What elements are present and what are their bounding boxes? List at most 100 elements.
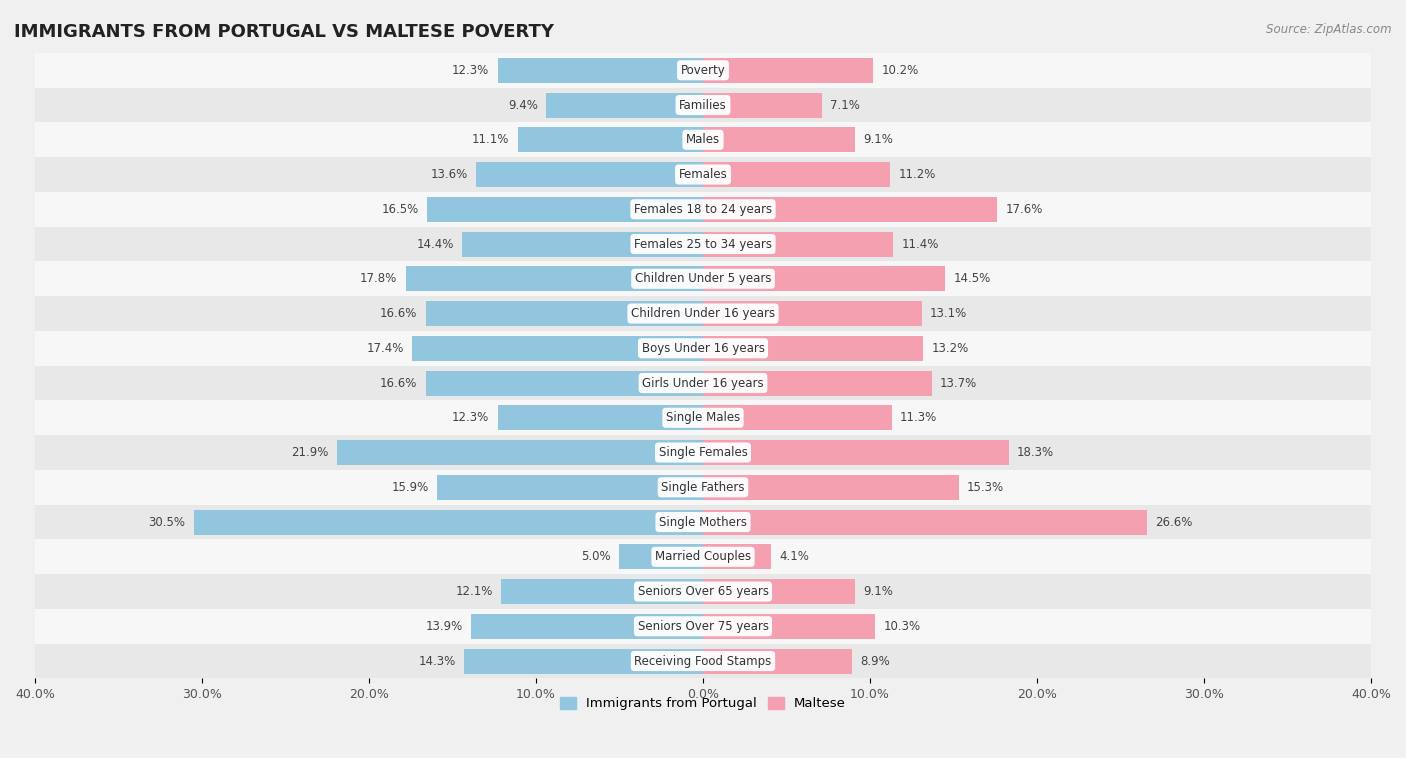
- Bar: [35, 88, 1371, 122]
- Bar: [406, 266, 703, 291]
- Text: 14.5%: 14.5%: [953, 272, 991, 285]
- Bar: [35, 122, 1371, 157]
- Bar: [471, 614, 703, 639]
- Text: Children Under 16 years: Children Under 16 years: [631, 307, 775, 320]
- Bar: [35, 609, 1371, 644]
- Text: 16.6%: 16.6%: [380, 307, 418, 320]
- Bar: [35, 331, 1371, 365]
- Bar: [475, 162, 703, 187]
- Text: 13.6%: 13.6%: [430, 168, 468, 181]
- Bar: [703, 127, 855, 152]
- Text: Single Males: Single Males: [666, 412, 740, 424]
- Text: 16.6%: 16.6%: [380, 377, 418, 390]
- Bar: [703, 336, 924, 361]
- Text: 15.3%: 15.3%: [967, 481, 1004, 493]
- Text: 17.4%: 17.4%: [367, 342, 404, 355]
- Bar: [437, 475, 703, 500]
- Bar: [35, 470, 1371, 505]
- Bar: [35, 644, 1371, 678]
- Text: Boys Under 16 years: Boys Under 16 years: [641, 342, 765, 355]
- Bar: [412, 336, 703, 361]
- Text: Source: ZipAtlas.com: Source: ZipAtlas.com: [1267, 23, 1392, 36]
- Bar: [703, 162, 890, 187]
- Bar: [498, 406, 703, 431]
- Bar: [703, 544, 772, 569]
- Text: 8.9%: 8.9%: [860, 655, 890, 668]
- Bar: [35, 296, 1371, 331]
- Bar: [463, 231, 703, 256]
- Bar: [703, 579, 855, 604]
- Text: 26.6%: 26.6%: [1156, 515, 1192, 528]
- Text: Males: Males: [686, 133, 720, 146]
- Bar: [35, 53, 1371, 88]
- Text: Poverty: Poverty: [681, 64, 725, 77]
- Bar: [35, 365, 1371, 400]
- Bar: [427, 197, 703, 222]
- Text: 12.3%: 12.3%: [451, 412, 489, 424]
- Bar: [703, 475, 959, 500]
- Text: IMMIGRANTS FROM PORTUGAL VS MALTESE POVERTY: IMMIGRANTS FROM PORTUGAL VS MALTESE POVE…: [14, 23, 554, 41]
- Legend: Immigrants from Portugal, Maltese: Immigrants from Portugal, Maltese: [555, 691, 851, 716]
- Text: Single Females: Single Females: [658, 446, 748, 459]
- Bar: [35, 505, 1371, 540]
- Text: 14.3%: 14.3%: [419, 655, 456, 668]
- Text: 21.9%: 21.9%: [291, 446, 329, 459]
- Text: 17.6%: 17.6%: [1005, 203, 1043, 216]
- Text: Children Under 5 years: Children Under 5 years: [634, 272, 772, 285]
- Text: Single Fathers: Single Fathers: [661, 481, 745, 493]
- Bar: [426, 371, 703, 396]
- Text: 9.1%: 9.1%: [863, 585, 893, 598]
- Text: 16.5%: 16.5%: [382, 203, 419, 216]
- Text: 10.2%: 10.2%: [882, 64, 920, 77]
- Text: 13.1%: 13.1%: [931, 307, 967, 320]
- Text: Receiving Food Stamps: Receiving Food Stamps: [634, 655, 772, 668]
- Text: Girls Under 16 years: Girls Under 16 years: [643, 377, 763, 390]
- Text: 11.3%: 11.3%: [900, 412, 938, 424]
- Bar: [35, 192, 1371, 227]
- Bar: [35, 157, 1371, 192]
- Text: 13.2%: 13.2%: [932, 342, 969, 355]
- Bar: [501, 579, 703, 604]
- Bar: [464, 649, 703, 674]
- Text: 9.4%: 9.4%: [508, 99, 537, 111]
- Text: 14.4%: 14.4%: [416, 237, 454, 251]
- Bar: [35, 574, 1371, 609]
- Bar: [337, 440, 703, 465]
- Bar: [703, 58, 873, 83]
- Bar: [703, 440, 1008, 465]
- Bar: [703, 614, 875, 639]
- Bar: [498, 58, 703, 83]
- Text: 9.1%: 9.1%: [863, 133, 893, 146]
- Text: 11.1%: 11.1%: [472, 133, 509, 146]
- Bar: [703, 649, 852, 674]
- Text: Seniors Over 75 years: Seniors Over 75 years: [637, 620, 769, 633]
- Text: Single Mothers: Single Mothers: [659, 515, 747, 528]
- Text: Females: Females: [679, 168, 727, 181]
- Text: 13.9%: 13.9%: [425, 620, 463, 633]
- Text: 18.3%: 18.3%: [1017, 446, 1054, 459]
- Text: Families: Families: [679, 99, 727, 111]
- Text: Seniors Over 65 years: Seniors Over 65 years: [637, 585, 769, 598]
- Text: Married Couples: Married Couples: [655, 550, 751, 563]
- Bar: [546, 92, 703, 117]
- Bar: [35, 540, 1371, 574]
- Bar: [703, 509, 1147, 534]
- Bar: [35, 262, 1371, 296]
- Bar: [35, 227, 1371, 262]
- Text: 13.7%: 13.7%: [941, 377, 977, 390]
- Text: 12.3%: 12.3%: [451, 64, 489, 77]
- Bar: [35, 435, 1371, 470]
- Bar: [620, 544, 703, 569]
- Text: 15.9%: 15.9%: [392, 481, 429, 493]
- Text: Females 25 to 34 years: Females 25 to 34 years: [634, 237, 772, 251]
- Text: 11.4%: 11.4%: [901, 237, 939, 251]
- Text: 4.1%: 4.1%: [780, 550, 810, 563]
- Bar: [194, 509, 703, 534]
- Text: 11.2%: 11.2%: [898, 168, 936, 181]
- Text: 5.0%: 5.0%: [582, 550, 612, 563]
- Text: 7.1%: 7.1%: [830, 99, 860, 111]
- Bar: [703, 301, 922, 326]
- Bar: [703, 231, 893, 256]
- Bar: [703, 92, 821, 117]
- Text: 30.5%: 30.5%: [148, 515, 186, 528]
